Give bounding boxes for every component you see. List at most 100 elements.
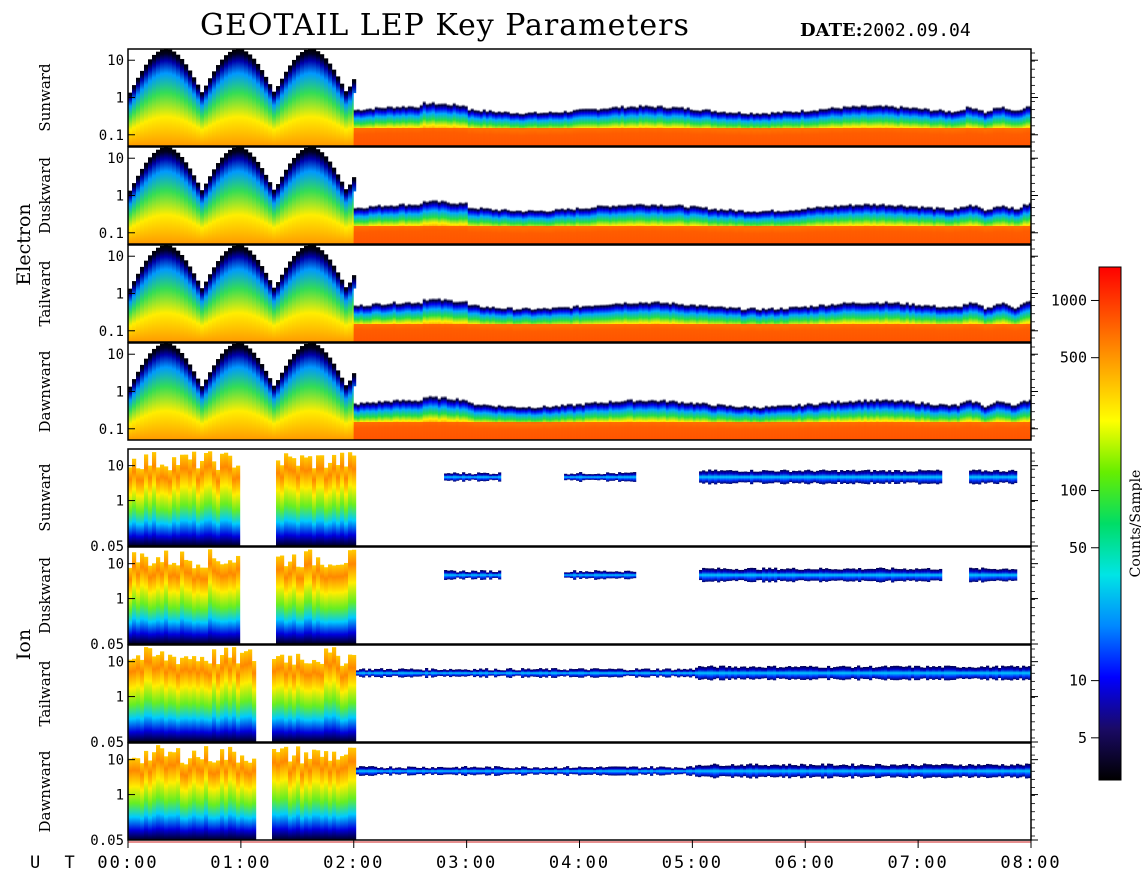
ion-column [324, 648, 329, 742]
ion-band [569, 768, 573, 774]
electron-column [815, 388, 819, 440]
electron-column [497, 292, 501, 342]
ion-column [220, 749, 225, 840]
electron-column [228, 345, 233, 440]
ion-band [728, 765, 732, 777]
electron-column [719, 192, 723, 244]
electron-column [947, 389, 951, 440]
ion-column [152, 452, 157, 546]
electron-column [815, 188, 819, 244]
electron-column [458, 183, 462, 244]
electron-column [995, 89, 999, 146]
ion-band [894, 470, 898, 484]
ion-band [413, 669, 417, 677]
electron-column [983, 391, 987, 440]
electron-column [671, 283, 675, 342]
electron-column [340, 279, 345, 342]
ion-band [671, 670, 675, 676]
electron-column [674, 88, 678, 146]
electron-column [509, 195, 513, 244]
ion-band [410, 766, 414, 776]
electron-column [446, 85, 450, 146]
panel-label-tailward: Tailward [36, 260, 54, 326]
ion-band [371, 670, 375, 676]
electron-column [683, 91, 687, 146]
ion-band [714, 569, 718, 581]
electron-column [581, 289, 585, 342]
ion-band [758, 666, 762, 680]
electron-column [300, 346, 305, 440]
ion-band [557, 768, 561, 774]
electron-column [647, 285, 651, 342]
ion-column [296, 653, 301, 742]
ion-column [328, 462, 333, 546]
electron-column [336, 272, 341, 342]
ion-band [941, 667, 945, 679]
electron-column [665, 188, 669, 244]
electron-column [344, 91, 349, 146]
electron-column [204, 281, 209, 342]
electron-column [926, 189, 930, 244]
ion-band [554, 766, 558, 776]
electron-column [845, 384, 849, 440]
ion-column [316, 557, 321, 644]
ion-band [830, 667, 834, 679]
electron-column [256, 161, 261, 244]
electron-column [422, 181, 426, 244]
ion-band [464, 669, 468, 677]
ion-band [845, 666, 849, 680]
ion-band [585, 571, 589, 579]
electron-column [401, 380, 405, 440]
electron-column [635, 185, 639, 244]
electron-column [794, 389, 798, 440]
electron-column [184, 358, 189, 440]
electron-column [374, 284, 378, 342]
ion-band [482, 767, 486, 775]
ion-band [584, 767, 588, 775]
ion-band [644, 767, 648, 775]
ion-band [498, 472, 502, 482]
ion-band [491, 768, 495, 774]
panels-layer: 1010.11010.11010.11010.11010.051010.0510… [90, 48, 1038, 849]
electron-column [863, 184, 867, 244]
ion-column [348, 654, 353, 742]
y-tick-label: 0.05 [90, 637, 124, 653]
ion-band [674, 669, 678, 677]
electron-column [782, 195, 786, 244]
electron-column [530, 194, 534, 244]
electron-column [220, 59, 225, 146]
ion-column [348, 452, 353, 546]
ion-band [992, 666, 996, 680]
date-label: DATE: [800, 20, 863, 41]
electron-column [617, 384, 621, 440]
electron-floor [353, 422, 1031, 440]
ion-band [846, 470, 850, 484]
ion-band [785, 765, 789, 777]
electron-column [401, 87, 405, 146]
electron-column [389, 285, 393, 342]
electron-column [324, 156, 329, 244]
electron-column [491, 390, 495, 440]
ion-band [747, 471, 751, 483]
electron-column [348, 86, 353, 146]
ion-column [136, 758, 141, 840]
ion-band [419, 669, 423, 677]
electron-column [863, 285, 867, 342]
electron-column [1013, 389, 1017, 440]
electron-column [584, 288, 588, 342]
ion-band [368, 668, 372, 678]
electron-column [641, 284, 645, 342]
electron-column [749, 196, 753, 244]
electron-column [425, 84, 429, 146]
ion-band [812, 765, 816, 777]
electron-column [734, 391, 738, 440]
ion-column [332, 565, 337, 644]
ion-column [136, 562, 141, 644]
ion-band [617, 668, 621, 678]
ion-band [908, 765, 912, 777]
electron-column [722, 388, 726, 440]
electron-column [548, 95, 552, 146]
ion-band [698, 764, 702, 778]
ion-column [176, 664, 181, 742]
electron-column [884, 187, 888, 244]
